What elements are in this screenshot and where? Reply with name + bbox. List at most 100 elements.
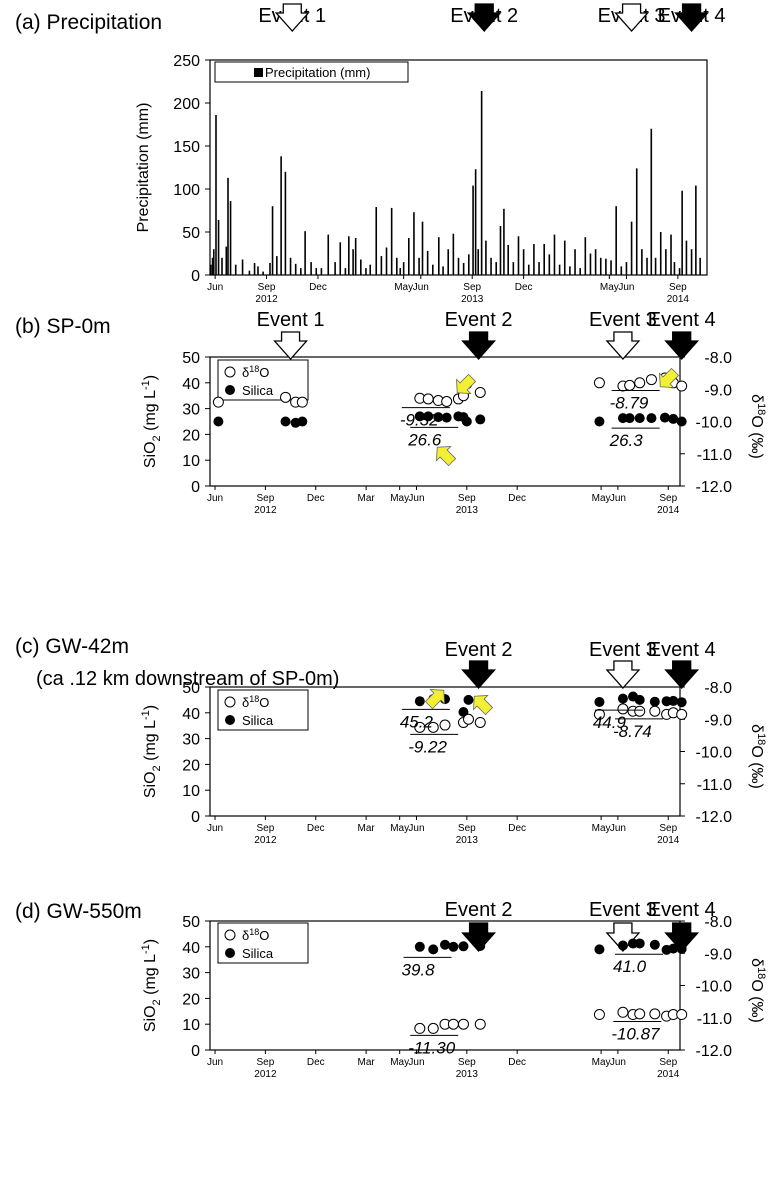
x-year-label: 2014 xyxy=(657,505,680,516)
d18o-point xyxy=(634,1008,646,1020)
y-axis-label-part: SiO xyxy=(142,441,159,468)
y2-tick-label: -10.0 xyxy=(696,415,733,432)
mean-annotation: 26.3 xyxy=(609,431,644,450)
d18o-point xyxy=(649,705,661,717)
legend-swatch xyxy=(254,68,263,77)
silica-point xyxy=(646,413,657,424)
silica-point xyxy=(634,938,645,949)
plot-frame xyxy=(209,59,708,276)
x-tick-label: Jun xyxy=(618,282,634,293)
d18o-point xyxy=(649,1008,661,1020)
event-label: Event 2 xyxy=(445,899,513,921)
y-tick-label: 40 xyxy=(182,706,200,723)
silica-point xyxy=(433,412,444,423)
y-tick-label: 150 xyxy=(173,139,200,156)
legend-label-part: δ xyxy=(242,365,249,380)
x-tick-label: May xyxy=(390,823,409,834)
silica-point xyxy=(594,944,605,955)
panel-title: (c) GW-42m xyxy=(15,635,129,658)
y-tick-label: 50 xyxy=(182,680,200,697)
y-axis-label-part: -1 xyxy=(140,944,152,954)
yellow-pointer-icon xyxy=(436,446,457,467)
silica-point xyxy=(668,695,679,706)
y-axis-label-part: SiO xyxy=(142,1005,159,1032)
yellow-pointer-icon xyxy=(659,367,680,388)
x-tick-label: Sep xyxy=(258,282,276,293)
d18o-point xyxy=(474,716,486,728)
x-tick-label: Jun xyxy=(413,282,429,293)
y2-tick-label: -8.0 xyxy=(704,350,732,367)
silica-point xyxy=(676,697,687,708)
silica-point xyxy=(440,939,450,950)
x-tick-label: May xyxy=(390,493,409,504)
panel-title: (d) GW-550m xyxy=(15,900,142,923)
x-year-label: 2012 xyxy=(254,835,277,846)
x-tick-label: Sep xyxy=(458,493,476,504)
silica-point xyxy=(448,941,459,952)
y2-axis-label: δ18O (‰) xyxy=(748,394,767,459)
panel-title: (a) Precipitation xyxy=(15,11,162,34)
d18o-point xyxy=(617,703,629,715)
silica-point xyxy=(461,416,472,427)
y2-axis-label-part: O (‰) xyxy=(748,415,765,459)
y-axis-label-part: (mg L xyxy=(142,390,159,435)
panel-d: (d) GW-550m 0 10 20 30 40 50 -8.0 -9.0 -10.0 -11.0… xyxy=(15,899,767,1080)
legend-label-part: O xyxy=(259,928,269,943)
event-arrow xyxy=(614,3,650,32)
silica-point xyxy=(414,941,425,952)
event-label: Event 1 xyxy=(257,309,325,331)
y-tick-label: 30 xyxy=(182,966,200,983)
d18o-point xyxy=(463,713,474,725)
d18o-point xyxy=(676,1009,688,1021)
legend-label: δ18O xyxy=(242,364,269,380)
y-tick-label: 50 xyxy=(182,350,200,367)
silica-point xyxy=(594,696,605,707)
panel-title: (b) SP-0m xyxy=(15,315,111,338)
legend-label-part: 18 xyxy=(249,694,259,704)
x-tick-label: Dec xyxy=(508,823,526,834)
d18o-point xyxy=(414,1022,426,1034)
silica-point xyxy=(634,694,645,705)
y-tick-label: 30 xyxy=(182,402,200,419)
silica-point xyxy=(297,416,308,427)
x-tick-label: Sep xyxy=(256,823,274,834)
silica-point xyxy=(676,416,687,427)
silica-point xyxy=(423,411,434,422)
panel-b: (b) SP-0m 0 10 20 30 40 50 -8.0 -9.0 -10.0 -11.0 -1… xyxy=(15,309,767,516)
d18o-point xyxy=(676,708,688,720)
silica-point xyxy=(649,696,660,707)
event-arrow xyxy=(461,922,497,952)
legend-marker-filled xyxy=(225,385,235,395)
mean-annotation: -11.30 xyxy=(408,1038,455,1057)
y2-tick-label: -11.0 xyxy=(697,777,732,794)
x-tick-label: Sep xyxy=(458,823,476,834)
x-tick-label: Jun xyxy=(610,823,626,834)
legend-label: Silica xyxy=(242,946,274,961)
y2-axis-label-part: O (‰) xyxy=(748,745,765,789)
event-label: Event 2 xyxy=(445,639,513,661)
mean-annotation: 26.6 xyxy=(407,430,442,449)
legend-label-part: δ xyxy=(242,695,249,710)
y-axis-label-part: 2 xyxy=(151,765,163,771)
y-tick-label: 0 xyxy=(191,268,200,285)
x-tick-label: Sep xyxy=(659,493,677,504)
y2-axis-label-part: δ xyxy=(748,958,765,967)
yellow-pointer-icon xyxy=(424,689,445,710)
y2-tick-label: -8.0 xyxy=(704,680,732,697)
x-tick-label: Dec xyxy=(508,493,526,504)
y2-tick-label: -11.0 xyxy=(697,1011,732,1028)
silica-point xyxy=(649,939,660,950)
silica-point xyxy=(441,412,452,423)
event-arrow xyxy=(461,660,497,689)
x-tick-label: Mar xyxy=(357,1057,375,1068)
event-arrow xyxy=(664,922,700,952)
x-tick-label: Jun xyxy=(207,1057,223,1068)
y2-tick-label: -10.0 xyxy=(696,745,733,762)
silica-point xyxy=(280,416,291,427)
y-axis-label: Precipitation (mm) xyxy=(135,103,152,233)
event-arrow xyxy=(605,660,641,689)
y-tick-label: 200 xyxy=(173,96,200,113)
event-label: Event 3 xyxy=(589,309,657,331)
mean-annotation: -10.87 xyxy=(611,1025,660,1044)
y2-tick-label: -9.0 xyxy=(704,712,732,729)
